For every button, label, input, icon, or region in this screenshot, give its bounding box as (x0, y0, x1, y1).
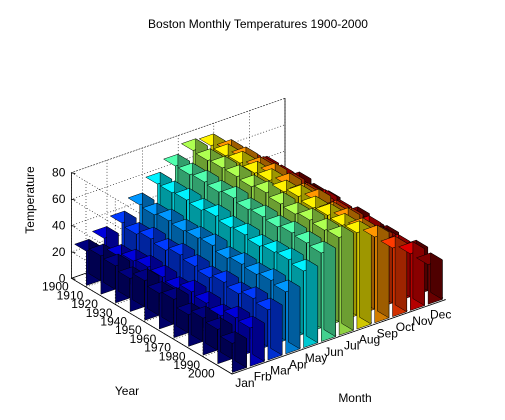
bar (291, 258, 319, 349)
year-tick-label: 1950 (115, 323, 142, 337)
tick-labels: 0 20 40 60 80 1900191019201930194019501960197… (42, 166, 451, 390)
z-tick-label: 80 (52, 166, 66, 180)
bar-side (305, 258, 319, 344)
month-tick-label: Mar (270, 364, 291, 378)
year-tick-label: 1990 (173, 358, 200, 372)
bar-side (341, 225, 354, 331)
month-tick-label: Apr (289, 357, 308, 371)
y-axis-label: Year (115, 384, 139, 398)
bar-side (270, 297, 283, 356)
bar (326, 225, 354, 336)
bar (220, 331, 248, 373)
month-tick-label: Nov (412, 314, 433, 328)
month-tick-label: Sep (377, 326, 399, 340)
year-tick-label: 1920 (71, 297, 98, 311)
year-tick-label: 1930 (86, 306, 113, 320)
bar-side (377, 224, 390, 319)
month-tick-label: Dec (430, 308, 451, 322)
bar-side (288, 279, 301, 350)
year-tick-label: 1940 (100, 314, 127, 328)
month-tick-label: May (305, 351, 328, 365)
tick-mark (71, 225, 76, 227)
bar-side (234, 331, 247, 369)
bar-side (323, 240, 336, 338)
year-tick-label: 1970 (144, 341, 171, 355)
z-tick-label: 60 (52, 192, 66, 206)
bar (309, 240, 337, 342)
x-axis-label: Month (338, 391, 371, 405)
bar-side (412, 241, 425, 307)
year-tick-label: 1900 (42, 280, 69, 294)
tick-mark (71, 198, 76, 201)
bar (415, 252, 443, 305)
bar-side (430, 252, 443, 300)
month-tick-label: Frb (254, 370, 272, 384)
bar (237, 315, 265, 367)
tick-mark (71, 251, 76, 254)
bar (362, 224, 390, 324)
month-tick-label: Jan (235, 376, 254, 390)
bar-side (359, 220, 372, 325)
z-axis-label: Temperature (23, 166, 37, 234)
bar (380, 235, 408, 318)
bar (344, 220, 372, 330)
bar-side (161, 281, 174, 325)
bar-side (394, 235, 408, 313)
month-tick-label: Aug (359, 333, 380, 347)
z-tick-label: 40 (52, 219, 66, 233)
year-tick-label: 1980 (159, 349, 186, 363)
tick-mark (71, 277, 76, 280)
year-tick-label: 1960 (130, 332, 157, 346)
tick-mark (71, 172, 76, 175)
year-tick-label: 2000 (188, 367, 215, 381)
bars (74, 133, 443, 373)
z-tick-label: 20 (52, 245, 66, 259)
bar (273, 279, 301, 355)
chart-title: Boston Monthly Temperatures 1900-2000 (148, 17, 368, 31)
month-tick-label: Oct (396, 320, 415, 334)
bar-side (252, 315, 265, 362)
year-tick-label: 1910 (57, 288, 84, 302)
z-tick-label: 0 (59, 271, 66, 285)
month-tick-label: Jun (324, 345, 343, 359)
bar (255, 297, 283, 361)
month-tick-label: Jul (344, 339, 359, 353)
